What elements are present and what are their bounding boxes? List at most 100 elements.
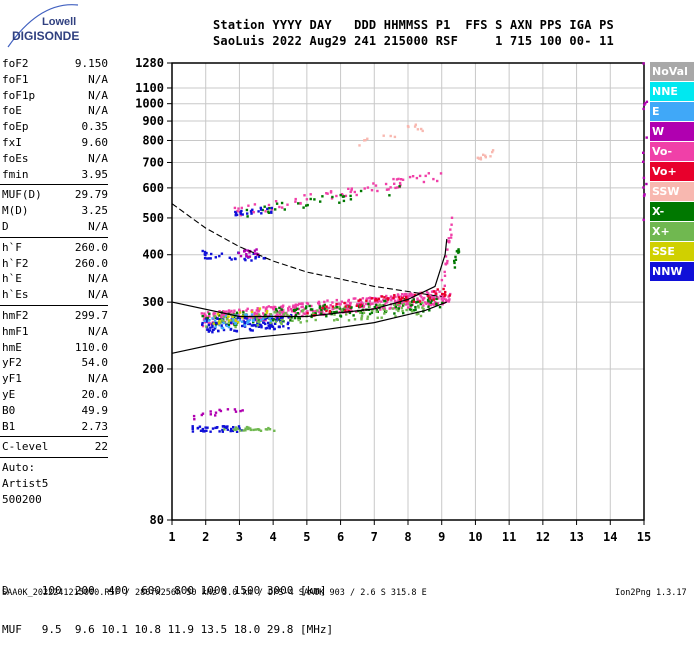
echo-point [409, 294, 412, 297]
echo-point [330, 310, 333, 314]
echo-point [211, 317, 214, 320]
param-label: foF2 [2, 57, 29, 70]
echo-point [265, 310, 269, 313]
param-value: N/A [88, 288, 108, 302]
echo-point [314, 318, 317, 322]
echo-point [415, 176, 419, 180]
echo-point [393, 135, 397, 139]
param-note: Auto: [2, 461, 36, 475]
echo-point [397, 299, 400, 302]
echo-point [394, 186, 397, 190]
echo-point [344, 305, 347, 308]
echo-point [274, 311, 277, 314]
echo-point [249, 428, 252, 432]
legend-item: Vo+ [650, 162, 694, 181]
echo-point [392, 296, 395, 299]
echo-point [302, 206, 305, 209]
echo-point [453, 259, 456, 263]
echo-point [349, 190, 352, 194]
echo-point [201, 321, 204, 325]
echo-point [250, 313, 254, 316]
echo-point [205, 315, 208, 318]
echo-point [242, 320, 245, 323]
param-value: N/A [88, 72, 108, 86]
param-row: foEs N/A [0, 151, 112, 167]
echo-point [238, 311, 242, 314]
echo-point [305, 305, 308, 308]
echo-point [348, 301, 352, 305]
echo-point [423, 296, 426, 300]
echo-point [226, 428, 229, 431]
echo-point [360, 318, 363, 321]
echo-point [310, 313, 314, 317]
echo-point [643, 103, 646, 106]
echo-point [362, 311, 366, 314]
echo-point [318, 305, 322, 308]
echo-point [405, 299, 408, 303]
param-label: foEs [2, 151, 29, 165]
echo-point [359, 298, 362, 301]
echo-point [234, 325, 237, 329]
echo-point [248, 327, 252, 331]
echo-point [406, 306, 410, 309]
echo-point [429, 301, 432, 304]
echo-point [367, 297, 371, 300]
echo-point [264, 313, 267, 316]
echo-point [430, 299, 434, 302]
param-row: h`F2 260.0 [0, 256, 112, 272]
echo-point [227, 321, 230, 324]
legend-item: E [650, 102, 694, 121]
param-row: foEp 0.35 [0, 119, 112, 135]
param-value: N/A [88, 104, 108, 118]
echo-point [218, 324, 221, 327]
echo-point [204, 253, 207, 257]
echo-point [254, 428, 257, 431]
echo-point [206, 426, 209, 429]
echo-point [191, 427, 194, 430]
echo-point [203, 312, 206, 315]
echo-point [399, 295, 402, 298]
echo-point [335, 318, 338, 321]
echo-point [196, 427, 199, 430]
x-tick-label: 6 [337, 530, 344, 544]
echo-point [349, 198, 353, 201]
param-value: 22 [94, 440, 108, 454]
echo-point [294, 303, 298, 306]
echo-point [329, 190, 333, 193]
echo-point [274, 320, 278, 323]
echo-point [414, 308, 417, 311]
echo-point [306, 310, 309, 313]
echo-point [211, 427, 215, 430]
logo-line1: Lowell [42, 16, 76, 28]
echo-point [343, 301, 346, 305]
echo-point [281, 206, 284, 209]
echo-point [318, 307, 322, 311]
echo-point [222, 310, 225, 313]
echo-point [383, 303, 387, 306]
echo-point [274, 200, 278, 203]
legend-item: NNW [650, 262, 694, 281]
echo-point [226, 408, 230, 411]
echo-point [246, 215, 249, 218]
echo-point [489, 155, 492, 158]
echo-point [645, 100, 649, 103]
echo-point [220, 324, 223, 327]
echo-point [338, 201, 341, 204]
echo-point [236, 427, 239, 430]
echo-point [329, 304, 332, 307]
echo-point [314, 312, 317, 315]
echo-point [311, 308, 314, 311]
param-row: hmF2 299.7 [0, 308, 112, 324]
echo-point [432, 298, 435, 301]
echo-point [323, 300, 326, 304]
echo-point [287, 316, 290, 319]
echo-point [251, 208, 254, 211]
echo-point [453, 261, 456, 265]
echo-point [380, 304, 383, 307]
echo-point [205, 251, 208, 255]
echo-point [292, 308, 296, 312]
echo-point [445, 299, 448, 303]
echo-point [447, 240, 451, 243]
param-label: fxI [2, 135, 22, 149]
echo-point [316, 309, 319, 312]
